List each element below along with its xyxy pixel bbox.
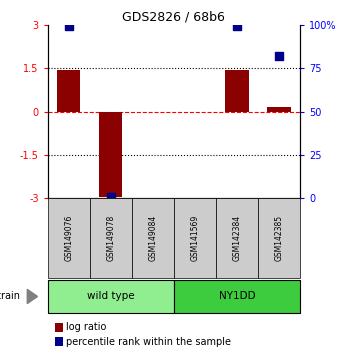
Text: strain: strain [0,291,20,302]
Text: GSM142385: GSM142385 [275,215,284,261]
Text: GSM149076: GSM149076 [64,215,73,261]
Text: log ratio: log ratio [66,322,107,332]
Text: NY1DD: NY1DD [219,291,255,302]
Text: GSM149084: GSM149084 [148,215,158,261]
Bar [57,70,80,112]
Point [276,53,282,59]
Text: percentile rank within the sample: percentile rank within the sample [66,337,232,347]
Bar [267,107,291,112]
Title: GDS2826 / 68b6: GDS2826 / 68b6 [122,11,225,24]
Text: wild type: wild type [87,291,135,302]
Text: GSM141569: GSM141569 [190,215,199,261]
Text: GSM142384: GSM142384 [233,215,241,261]
Point [66,23,72,28]
Point [234,23,240,28]
Bar [99,112,122,198]
Bar [225,70,249,112]
Point [108,194,114,199]
Text: GSM149078: GSM149078 [106,215,115,261]
